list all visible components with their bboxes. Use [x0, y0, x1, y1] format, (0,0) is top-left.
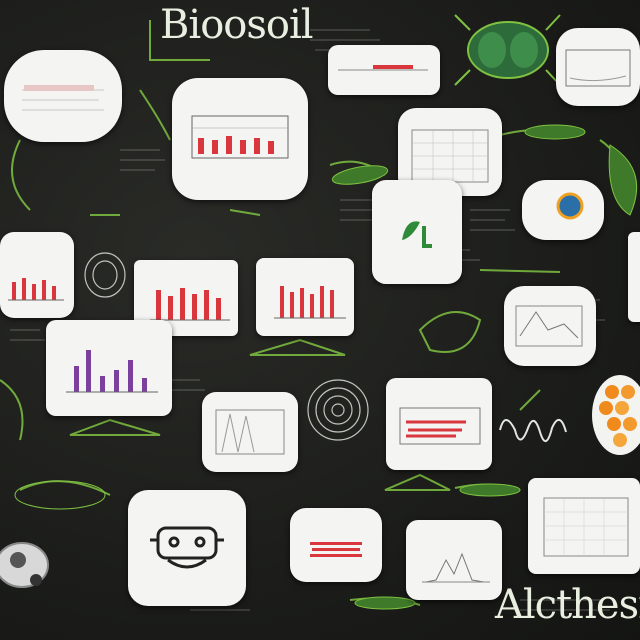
bug-icon [0, 542, 49, 588]
globe-card [522, 180, 604, 240]
purple-bar-card [46, 320, 172, 416]
bar-chart-card-2 [256, 258, 354, 336]
red-lines-card [386, 378, 492, 470]
leaf-card [372, 180, 462, 284]
chart-card-top-center [172, 78, 308, 200]
globe-icon [556, 192, 584, 220]
mushroom-card [128, 490, 246, 606]
chart-card-top-left [4, 50, 122, 142]
bar-chart-card-left [0, 232, 74, 318]
footer-title: Alcthesr [495, 582, 640, 628]
line-card-center [202, 392, 298, 472]
right-edge-card [628, 232, 640, 322]
scatter-card [504, 286, 596, 366]
grid-chart-card [528, 478, 640, 574]
chart-card-top-mid [328, 45, 440, 95]
red-table-card [290, 508, 382, 582]
peak-chart-card [406, 520, 502, 600]
orange-spheres-icon [592, 375, 640, 455]
beetle-icon [454, 14, 561, 86]
chart-card-top-right [556, 28, 640, 106]
mushroom-icon [150, 526, 224, 569]
page-title: Bioosoil [160, 2, 314, 48]
